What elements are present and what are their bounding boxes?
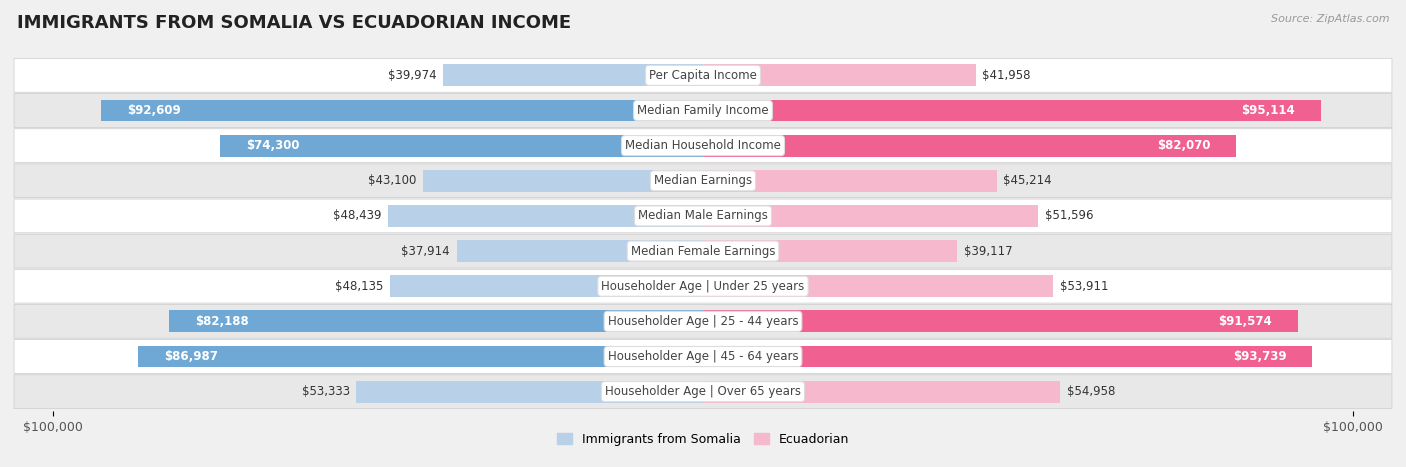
Bar xyxy=(221,135,703,156)
Bar xyxy=(356,381,703,403)
Bar xyxy=(703,311,1298,332)
Text: $45,214: $45,214 xyxy=(1004,174,1052,187)
Text: $48,439: $48,439 xyxy=(333,209,381,222)
Bar xyxy=(703,170,997,191)
FancyBboxPatch shape xyxy=(14,269,1392,303)
Text: Median Male Earnings: Median Male Earnings xyxy=(638,209,768,222)
Bar xyxy=(703,346,1312,368)
Text: $92,609: $92,609 xyxy=(127,104,181,117)
Text: $53,911: $53,911 xyxy=(1060,280,1108,293)
Legend: Immigrants from Somalia, Ecuadorian: Immigrants from Somalia, Ecuadorian xyxy=(553,428,853,451)
Bar xyxy=(703,64,976,86)
Text: $74,300: $74,300 xyxy=(246,139,299,152)
FancyBboxPatch shape xyxy=(14,129,1392,163)
Text: $53,333: $53,333 xyxy=(302,385,350,398)
FancyBboxPatch shape xyxy=(14,234,1392,268)
Bar xyxy=(703,381,1060,403)
Text: Per Capita Income: Per Capita Income xyxy=(650,69,756,82)
Text: Median Household Income: Median Household Income xyxy=(626,139,780,152)
Text: $86,987: $86,987 xyxy=(163,350,218,363)
FancyBboxPatch shape xyxy=(14,340,1392,373)
Text: $39,974: $39,974 xyxy=(388,69,437,82)
Bar xyxy=(101,99,703,121)
Text: Householder Age | 25 - 44 years: Householder Age | 25 - 44 years xyxy=(607,315,799,328)
Text: $54,958: $54,958 xyxy=(1067,385,1115,398)
Text: $41,958: $41,958 xyxy=(983,69,1031,82)
Bar xyxy=(138,346,703,368)
Bar xyxy=(703,205,1039,227)
Bar xyxy=(703,99,1322,121)
Bar xyxy=(389,276,703,297)
Bar xyxy=(457,240,703,262)
Text: $48,135: $48,135 xyxy=(335,280,384,293)
Text: Source: ZipAtlas.com: Source: ZipAtlas.com xyxy=(1271,14,1389,24)
Bar xyxy=(443,64,703,86)
Text: $82,188: $82,188 xyxy=(195,315,249,328)
Text: $43,100: $43,100 xyxy=(368,174,416,187)
Bar xyxy=(703,240,957,262)
Text: Householder Age | Over 65 years: Householder Age | Over 65 years xyxy=(605,385,801,398)
Text: $93,739: $93,739 xyxy=(1233,350,1286,363)
Bar xyxy=(169,311,703,332)
Text: $39,117: $39,117 xyxy=(963,245,1012,258)
FancyBboxPatch shape xyxy=(14,164,1392,198)
Text: $95,114: $95,114 xyxy=(1241,104,1295,117)
FancyBboxPatch shape xyxy=(14,58,1392,92)
FancyBboxPatch shape xyxy=(14,304,1392,338)
FancyBboxPatch shape xyxy=(14,199,1392,233)
Text: $51,596: $51,596 xyxy=(1045,209,1094,222)
Text: $37,914: $37,914 xyxy=(402,245,450,258)
Text: Median Family Income: Median Family Income xyxy=(637,104,769,117)
Text: Median Female Earnings: Median Female Earnings xyxy=(631,245,775,258)
Text: Householder Age | 45 - 64 years: Householder Age | 45 - 64 years xyxy=(607,350,799,363)
FancyBboxPatch shape xyxy=(14,94,1392,127)
Bar xyxy=(388,205,703,227)
Text: Householder Age | Under 25 years: Householder Age | Under 25 years xyxy=(602,280,804,293)
Text: Median Earnings: Median Earnings xyxy=(654,174,752,187)
Text: IMMIGRANTS FROM SOMALIA VS ECUADORIAN INCOME: IMMIGRANTS FROM SOMALIA VS ECUADORIAN IN… xyxy=(17,14,571,32)
Text: $82,070: $82,070 xyxy=(1157,139,1211,152)
Bar xyxy=(423,170,703,191)
Text: $91,574: $91,574 xyxy=(1219,315,1272,328)
Bar xyxy=(703,135,1236,156)
FancyBboxPatch shape xyxy=(14,375,1392,409)
Bar xyxy=(703,276,1053,297)
